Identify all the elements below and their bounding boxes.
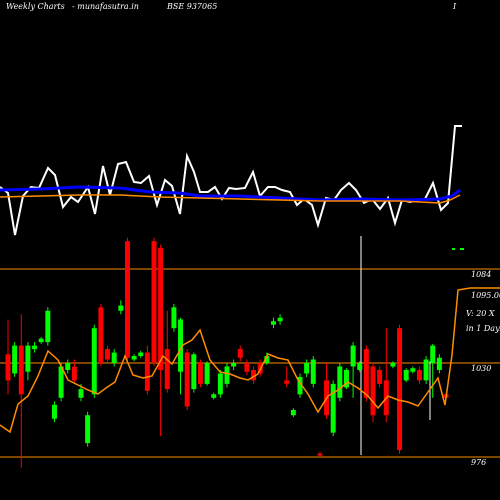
candle-body: [377, 369, 383, 384]
candle-body: [251, 369, 257, 381]
candle-body: [12, 345, 18, 374]
candle-body: [423, 359, 429, 381]
candle-body: [105, 349, 111, 360]
candle-body: [164, 349, 170, 390]
candle-body: [370, 366, 376, 416]
price-line: [0, 125, 462, 236]
candle-body: [297, 376, 303, 395]
candle-body: [111, 352, 117, 363]
candle-body: [204, 363, 210, 384]
candle-body: [78, 389, 84, 398]
candle-body: [284, 380, 290, 384]
candle-body: [224, 366, 230, 384]
header-marker: I: [453, 2, 457, 11]
candle-body: [244, 363, 250, 372]
candle-body: [85, 415, 91, 444]
ma-orange-line: [0, 194, 461, 204]
candle-body: [270, 321, 276, 325]
candle-body: [71, 366, 77, 381]
header-site: - munafasutra.in: [72, 2, 139, 11]
candle-body: [211, 394, 217, 398]
candle-body: [191, 354, 197, 390]
candle-body: [416, 369, 422, 381]
header-symbol: BSE 937065: [167, 2, 218, 11]
candle-body: [138, 352, 144, 357]
candle-body: [98, 307, 104, 363]
candle-body: [237, 349, 243, 358]
candle-body: [118, 305, 124, 311]
candle-body: [158, 248, 164, 370]
candle-body: [197, 363, 203, 384]
candles-group: [5, 237, 449, 468]
candle-body: [337, 366, 343, 398]
ma-blue-line: [0, 185, 461, 202]
candle-body: [45, 310, 51, 343]
candle-body: [171, 307, 177, 329]
ema-tag: V: 20 X: [466, 309, 495, 318]
candle-body: [58, 366, 64, 398]
candle-body: [390, 363, 396, 367]
candle-body: [65, 363, 71, 370]
header-weekly-charts: Weekly Charts: [6, 2, 65, 11]
level-label-1084: 1084: [471, 270, 492, 279]
candle-body: [363, 349, 369, 398]
candle-body: [436, 357, 442, 370]
candle-body: [330, 383, 336, 433]
candle-body: [184, 352, 190, 407]
candle-body: [357, 363, 363, 370]
candle-body: [343, 369, 349, 388]
candle-body: [151, 241, 157, 363]
level-label-1030: 1030: [471, 364, 492, 373]
candle-body: [403, 369, 409, 381]
candle-body: [304, 363, 310, 374]
level-label-976: 976: [471, 458, 487, 467]
candle-body: [410, 368, 416, 372]
candle-body: [264, 356, 270, 363]
candle-body: [18, 345, 24, 395]
ema-line: [0, 287, 500, 434]
candle-body: [231, 363, 237, 367]
candle-body: [290, 410, 296, 416]
candle-body: [91, 328, 97, 395]
candle-body: [32, 345, 38, 350]
days-tag: in 1 Days: [466, 324, 500, 333]
candle-body: [217, 373, 223, 395]
candle-body: [131, 356, 137, 360]
candle-body: [144, 352, 150, 391]
candle-body: [430, 345, 436, 363]
candle-body: [124, 241, 130, 358]
candle-body: [397, 328, 403, 451]
candle-body: [25, 345, 31, 372]
candle-body: [310, 359, 316, 384]
candle-body: [277, 317, 283, 322]
level-label-1095: 1095.00: [471, 291, 500, 300]
candle-body: [38, 338, 44, 343]
candle-body: [5, 354, 11, 381]
candle-body: [51, 404, 57, 419]
candle-body: [178, 319, 184, 372]
candle-body: [317, 453, 323, 456]
candle-body: [350, 345, 356, 367]
